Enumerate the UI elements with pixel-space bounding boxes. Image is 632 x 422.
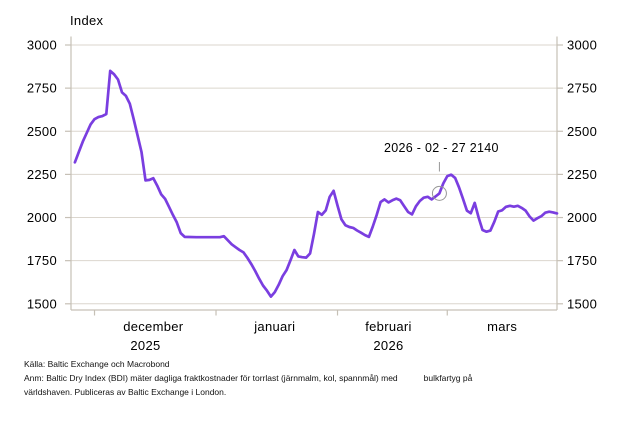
note-part-1: Anm: Baltic Dry Index (BDI) mäter daglig… <box>24 373 398 383</box>
y-axis-label-right: 2000 <box>567 210 597 225</box>
x-axis-month-label: januari <box>253 319 295 334</box>
y-axis-label-right: 2250 <box>567 167 597 182</box>
x-axis-year-label: 2026 <box>373 338 403 353</box>
x-axis-month-label: mars <box>487 319 517 334</box>
y-axis-label-right: 1750 <box>567 253 597 268</box>
chart-title: Index <box>70 13 104 28</box>
y-axis-label-right: 2750 <box>567 81 597 96</box>
y-axis-label-right: 2500 <box>567 124 597 139</box>
chart-footnote: Källa: Baltic Exchange och Macrobond Anm… <box>24 357 472 399</box>
y-axis-label-left: 2750 <box>27 81 57 96</box>
bdi-series-line <box>73 69 559 298</box>
y-axis-label-left: 2500 <box>27 124 57 139</box>
note-line-1: Anm: Baltic Dry Index (BDI) mäter daglig… <box>24 371 472 385</box>
last-value-annotation: 2026 - 02 - 27 2140 <box>384 141 499 155</box>
y-axis-label-left: 1500 <box>27 296 57 311</box>
note-part-2: bulkfartyg på <box>423 373 473 383</box>
x-axis-month-label: februari <box>365 319 411 334</box>
source-line: Källa: Baltic Exchange och Macrobond <box>24 359 170 369</box>
x-axis-year-label: 2025 <box>130 338 160 353</box>
y-axis-label-right: 1500 <box>567 296 597 311</box>
x-axis-month-label: december <box>123 319 184 334</box>
note-line-2: världshaven. Publiceras av Baltic Exchan… <box>24 387 227 397</box>
y-axis-label-left: 2250 <box>27 167 57 182</box>
annotation-circle-marker <box>431 185 447 201</box>
y-axis-label-left: 2000 <box>27 210 57 225</box>
y-axis-label-left: 1750 <box>27 253 57 268</box>
y-axis-label-right: 3000 <box>567 38 597 53</box>
y-axis-label-left: 3000 <box>27 38 57 53</box>
